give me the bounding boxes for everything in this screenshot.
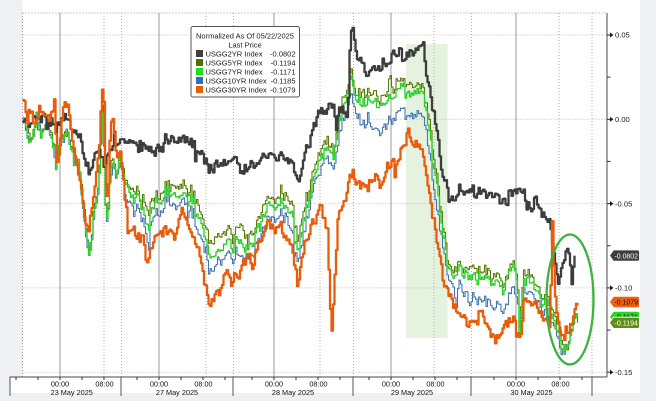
svg-text:08:00: 08:00 xyxy=(426,380,444,389)
svg-text:08:00: 08:00 xyxy=(95,380,113,389)
svg-text:USGG10YR Index: USGG10YR Index xyxy=(206,76,268,85)
svg-text:08:00: 08:00 xyxy=(309,380,327,389)
svg-text:08:00: 08:00 xyxy=(551,380,569,389)
svg-text:00:00: 00:00 xyxy=(51,380,69,389)
svg-text:0.05: 0.05 xyxy=(615,31,630,40)
svg-text:-0.1194: -0.1194 xyxy=(271,58,296,67)
svg-text:30 May 2025: 30 May 2025 xyxy=(510,388,552,397)
svg-text:USGG30YR Index: USGG30YR Index xyxy=(206,85,268,94)
svg-text:27 May 2025: 27 May 2025 xyxy=(156,388,198,397)
svg-text:USGG2YR Index: USGG2YR Index xyxy=(206,49,263,58)
svg-text:-0.05: -0.05 xyxy=(615,199,632,208)
svg-text:-0.1185: -0.1185 xyxy=(271,76,296,85)
svg-text:23 May 2025: 23 May 2025 xyxy=(51,388,93,397)
svg-text:-0.1171: -0.1171 xyxy=(271,67,296,76)
svg-text:Normalized As Of 05/22/2025: Normalized As Of 05/22/2025 xyxy=(196,32,294,41)
svg-text:0.00: 0.00 xyxy=(615,115,630,124)
svg-text:-0.15: -0.15 xyxy=(615,368,632,377)
svg-text:-0.1079: -0.1079 xyxy=(270,85,295,94)
svg-text:00:00: 00:00 xyxy=(507,380,525,389)
svg-text:-0.0802: -0.0802 xyxy=(270,49,295,58)
svg-text:-0.1194: -0.1194 xyxy=(615,321,639,328)
svg-text:00:00: 00:00 xyxy=(150,380,168,389)
svg-text:-0.0802: -0.0802 xyxy=(615,253,639,260)
svg-text:Last Price: Last Price xyxy=(228,41,261,50)
svg-text:00:00: 00:00 xyxy=(265,380,283,389)
svg-text:28 May 2025: 28 May 2025 xyxy=(272,388,314,397)
svg-text:29 May 2025: 29 May 2025 xyxy=(391,388,433,397)
svg-text:USGG7YR Index: USGG7YR Index xyxy=(206,67,263,76)
svg-text:-0.10: -0.10 xyxy=(615,284,632,293)
svg-text:08:00: 08:00 xyxy=(194,380,212,389)
svg-text:-0.1079: -0.1079 xyxy=(615,300,639,307)
svg-text:USGG5YR Index: USGG5YR Index xyxy=(206,58,263,67)
svg-text:00:00: 00:00 xyxy=(382,380,400,389)
